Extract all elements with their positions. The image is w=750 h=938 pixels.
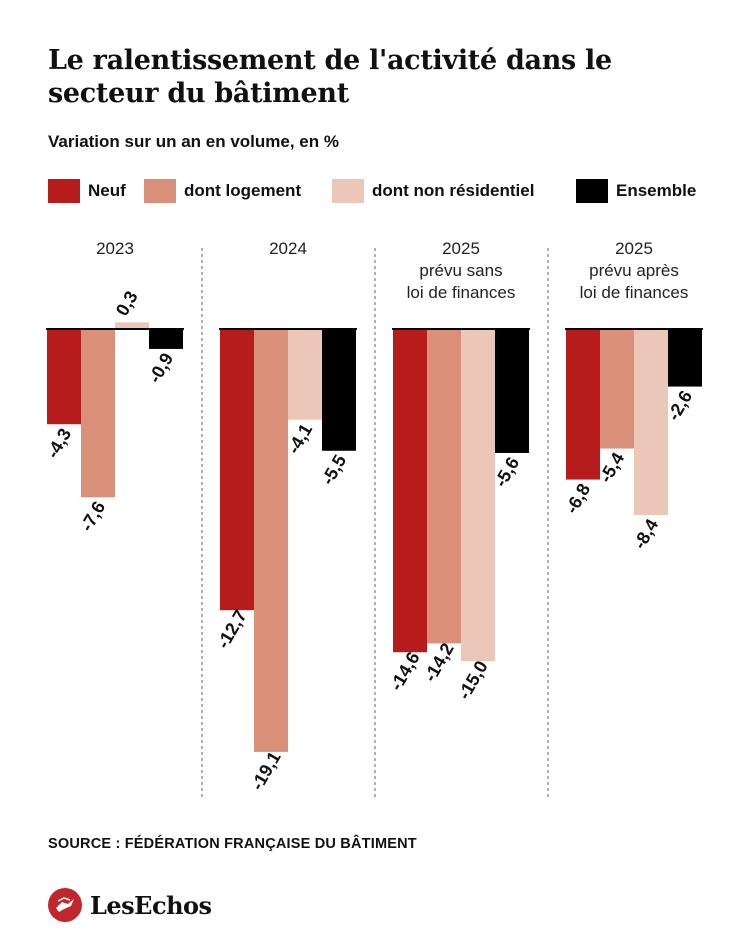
legend-item-neuf: Neuf — [48, 178, 126, 204]
legend-item-logement: dont logement — [144, 178, 301, 204]
category-label-4-line-3: loi de finances — [580, 283, 689, 302]
category-label-4-line-2: prévu après — [589, 261, 679, 280]
value-label-1-2: -12,7 — [213, 606, 251, 652]
value-label-2-1: -7,6 — [76, 498, 109, 535]
value-label-1-1: -4,3 — [42, 425, 75, 462]
category-label-3-line-1: 2025 — [442, 239, 480, 258]
source-note: SOURCE : FÉDÉRATION FRANÇAISE DU BÂTIMEN… — [48, 836, 417, 852]
legend-swatch-non-residentiel — [332, 179, 364, 203]
value-label-3-3: -15,0 — [454, 657, 492, 703]
bar-4-1 — [149, 329, 183, 349]
value-label-4-2: -5,5 — [317, 451, 350, 488]
category-label-2-line-1: 2024 — [269, 239, 307, 258]
category-label-3-line-3: loi de finances — [407, 283, 516, 302]
value-label-4-1: -0,9 — [144, 349, 177, 386]
legend-item-non-residentiel: dont non résidentiel — [332, 178, 534, 204]
bar-3-1 — [115, 322, 149, 329]
category-label-1-line-1: 2023 — [96, 239, 134, 258]
bar-1-4 — [566, 329, 600, 480]
bar-2-1 — [81, 329, 115, 498]
les-echos-logo: LesEchos — [48, 888, 212, 922]
chart-subtitle: Variation sur un an en volume, en % — [48, 132, 339, 151]
legend-label-ensemble: Ensemble — [616, 181, 697, 200]
bar-4-2 — [322, 329, 356, 451]
value-label-1-4: -6,8 — [561, 480, 594, 517]
bar-2-3 — [427, 329, 461, 644]
value-label-1-3: -14,6 — [386, 648, 424, 694]
category-label-3-line-2: prévu sans — [419, 261, 502, 280]
bar-3-4 — [634, 329, 668, 515]
legend-label-non-residentiel: dont non résidentiel — [372, 181, 535, 200]
value-label-3-2: -4,1 — [283, 420, 316, 457]
value-label-4-3: -5,6 — [490, 454, 523, 491]
legend-label-neuf: Neuf — [88, 181, 126, 200]
category-label-4-line-1: 2025 — [615, 239, 653, 258]
bar-3-2 — [288, 329, 322, 420]
bar-4-4 — [668, 329, 702, 387]
bar-1-2 — [220, 329, 254, 611]
logo-text: LesEchos — [90, 890, 212, 920]
logo-emblem-icon — [48, 888, 82, 922]
bar-2-4 — [600, 329, 634, 449]
bar-2-2 — [254, 329, 288, 752]
chart-title: Le ralentissement de l'activité dans le … — [48, 45, 612, 109]
value-label-3-1: 0,3 — [112, 288, 142, 320]
bar-1-3 — [393, 329, 427, 653]
bar-1-1 — [47, 329, 81, 425]
value-label-3-4: -8,4 — [629, 516, 662, 553]
legend: Neuf dont logement dont non résidentiel … — [0, 178, 750, 204]
legend-label-logement: dont logement — [184, 181, 302, 200]
legend-swatch-neuf — [48, 179, 80, 203]
legend-swatch-logement — [144, 179, 176, 203]
value-label-2-2: -19,1 — [247, 748, 285, 794]
legend-swatch-ensemble — [576, 179, 608, 203]
value-label-2-4: -5,4 — [595, 449, 628, 486]
bar-3-3 — [461, 329, 495, 662]
bar-4-3 — [495, 329, 529, 453]
value-label-4-4: -2,6 — [663, 387, 696, 424]
legend-item-ensemble: Ensemble — [576, 178, 696, 204]
